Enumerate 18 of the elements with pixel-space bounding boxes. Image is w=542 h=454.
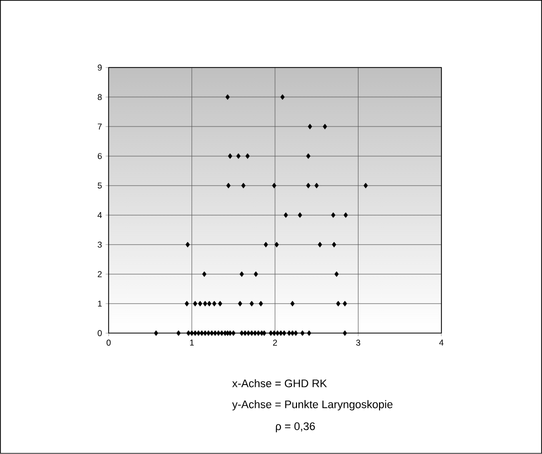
y-tick-label: 7 xyxy=(98,124,102,130)
y-tick-label: 5 xyxy=(98,182,102,189)
y-tick-label: 3 xyxy=(98,242,102,248)
x-tick-label: 2 xyxy=(273,340,277,346)
y-tick-label: 1 xyxy=(98,300,102,307)
text: y-Achse = Punkte Laryngoskopie xyxy=(232,400,392,410)
y-tick-label: 6 xyxy=(98,153,102,160)
y-tick-label: 2 xyxy=(98,271,102,278)
x-tick-label: 1 xyxy=(190,340,194,346)
y-tick-label: 0 xyxy=(98,330,102,336)
x-tick-label: 0 xyxy=(106,340,111,346)
y-tick-label: 9 xyxy=(98,64,102,71)
y-tick-label: 4 xyxy=(98,212,102,218)
text: ρ = 0,36 xyxy=(276,422,315,432)
x-tick-label: 4 xyxy=(439,340,444,346)
x-tick-label: 3 xyxy=(356,340,360,346)
text: x-Achse = GHD RK xyxy=(232,379,327,388)
y-tick-label: 8 xyxy=(98,94,102,100)
